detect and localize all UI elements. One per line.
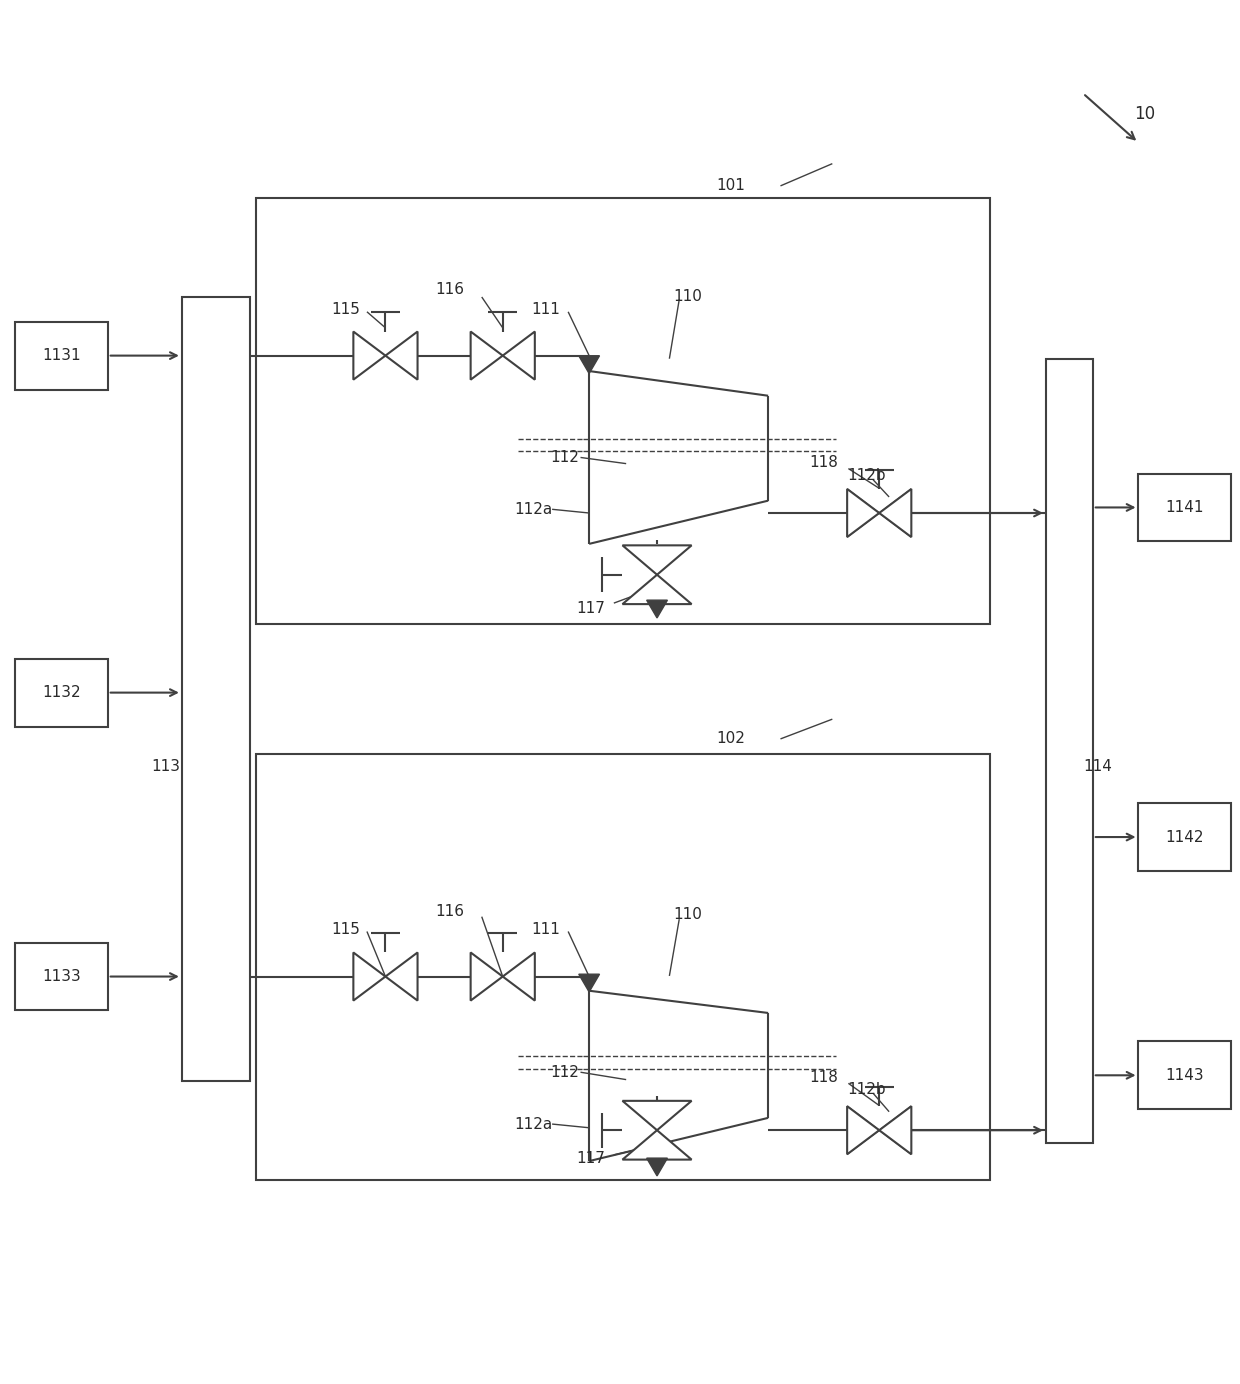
Polygon shape xyxy=(579,974,599,992)
Text: 1132: 1132 xyxy=(42,685,81,700)
Text: 10: 10 xyxy=(1135,105,1156,123)
Text: 117: 117 xyxy=(575,1151,605,1167)
Polygon shape xyxy=(471,332,502,379)
Text: 117: 117 xyxy=(575,601,605,616)
Polygon shape xyxy=(847,1106,879,1154)
Text: 115: 115 xyxy=(331,922,361,937)
Text: 112a: 112a xyxy=(515,1117,553,1132)
Polygon shape xyxy=(622,574,692,603)
Text: 1143: 1143 xyxy=(1166,1068,1204,1082)
Polygon shape xyxy=(502,332,534,379)
Text: 112: 112 xyxy=(551,450,579,465)
Text: 101: 101 xyxy=(717,179,745,194)
Text: 111: 111 xyxy=(532,922,560,937)
Text: 118: 118 xyxy=(810,455,838,471)
Text: 1141: 1141 xyxy=(1166,500,1204,515)
Polygon shape xyxy=(647,601,667,617)
Text: 113: 113 xyxy=(151,758,180,774)
Bar xyxy=(255,754,991,1179)
Polygon shape xyxy=(502,952,534,1001)
Bar xyxy=(1138,1041,1231,1109)
Polygon shape xyxy=(622,545,692,574)
Text: 112b: 112b xyxy=(848,1082,887,1098)
Text: 110: 110 xyxy=(673,907,702,922)
Text: 1142: 1142 xyxy=(1166,829,1204,844)
Polygon shape xyxy=(386,332,418,379)
Bar xyxy=(255,198,991,624)
Text: 111: 111 xyxy=(532,302,560,317)
Bar xyxy=(1138,473,1231,541)
Polygon shape xyxy=(847,489,879,537)
Text: 116: 116 xyxy=(435,904,464,919)
Polygon shape xyxy=(879,489,911,537)
Bar xyxy=(15,943,108,1010)
Polygon shape xyxy=(386,952,418,1001)
Text: 112a: 112a xyxy=(515,502,553,516)
Bar xyxy=(1045,358,1092,1143)
Text: 114: 114 xyxy=(1084,758,1112,774)
Text: 1133: 1133 xyxy=(42,969,81,984)
Text: 116: 116 xyxy=(435,282,464,298)
Polygon shape xyxy=(353,332,386,379)
Bar xyxy=(15,659,108,727)
Text: 102: 102 xyxy=(717,731,745,746)
Polygon shape xyxy=(622,1100,692,1131)
Polygon shape xyxy=(622,1131,692,1160)
Polygon shape xyxy=(471,952,502,1001)
Text: 1131: 1131 xyxy=(42,349,81,363)
Text: 110: 110 xyxy=(673,289,702,304)
Text: 112b: 112b xyxy=(848,468,887,483)
Text: 115: 115 xyxy=(331,302,361,317)
Bar xyxy=(15,321,108,389)
Polygon shape xyxy=(647,1158,667,1176)
Text: 112: 112 xyxy=(551,1064,579,1080)
Polygon shape xyxy=(579,356,599,374)
Text: 118: 118 xyxy=(810,1070,838,1085)
Polygon shape xyxy=(879,1106,911,1154)
Bar xyxy=(1138,803,1231,871)
Polygon shape xyxy=(353,952,386,1001)
Bar xyxy=(182,298,249,1081)
